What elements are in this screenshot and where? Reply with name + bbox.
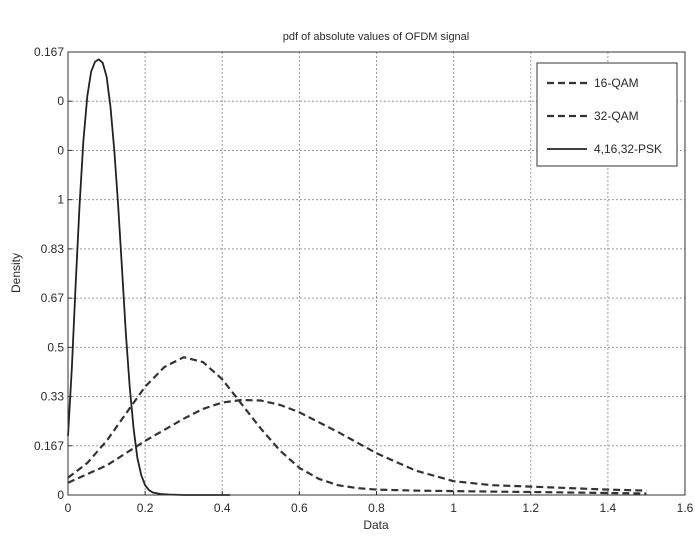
y-tick-label: 0 <box>57 94 64 108</box>
y-tick-label: 0 <box>57 143 64 157</box>
x-tick-label: 0.4 <box>214 501 231 515</box>
y-axis-label: Density <box>9 253 23 293</box>
x-tick-label: 1.4 <box>600 501 617 515</box>
plot-frame <box>67 51 686 496</box>
series-line-2 <box>67 398 647 492</box>
x-tick-label: 1.6 <box>677 501 694 515</box>
y-tick-label: 0.33 <box>41 390 65 404</box>
chart-title: pdf of absolute values of OFDM signal <box>283 31 469 43</box>
y-tick-label: 0.83 <box>41 242 65 256</box>
grid <box>68 52 685 495</box>
y-tick-label: 0.67 <box>41 291 65 305</box>
y-tick-label: 1 <box>57 193 64 207</box>
y-tick-label: 0 <box>57 488 64 502</box>
y-tick-label: 0.5 <box>47 340 64 354</box>
x-axis-label: Data <box>363 518 389 532</box>
x-tick-label: 0.8 <box>368 501 385 515</box>
y-tick-label: 0.167 <box>34 45 64 59</box>
x-tick-label: 0.2 <box>137 501 154 515</box>
x-tick-label: 0 <box>65 501 72 515</box>
tick-labels: 0 0.2 0.4 0.6 0.8 1 1.2 1.4 1.6 0 0.167 0.33 0.5 0.67… <box>34 45 694 515</box>
legend-label: 16-QAM <box>594 76 639 90</box>
x-tick-label: 0.6 <box>291 501 308 515</box>
series-layer <box>67 58 647 496</box>
y-tick-label: 0.167 <box>34 439 64 453</box>
legend-label: 32-QAM <box>594 109 639 123</box>
series-line-1 <box>67 356 647 495</box>
x-tick-label: 1.2 <box>522 501 539 515</box>
series-line-3 <box>67 58 230 496</box>
legend-label: 4,16,32-PSK <box>594 142 662 156</box>
x-tick-label: 1 <box>450 501 457 515</box>
legend: 16-QAM 32-QAM 4,16,32-PSK <box>536 62 678 167</box>
